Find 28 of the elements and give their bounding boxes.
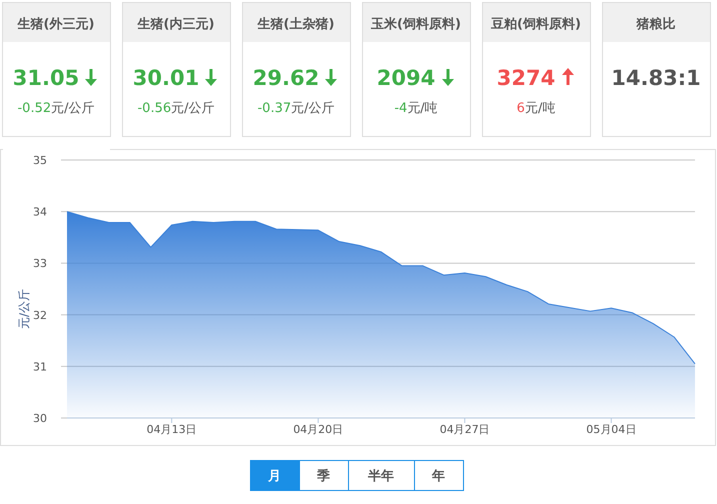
x-tick-label: 04月27日 (440, 423, 490, 436)
text: 14.83:1 (611, 66, 701, 90)
category-label: 生猪(外三元) (16, 17, 94, 32)
text: -4元/吨 (394, 101, 438, 116)
text: 30.01 (132, 66, 200, 90)
category-label: 玉米(饲料原料) (370, 17, 461, 32)
category-label: 生猪(土杂猪) (256, 17, 334, 32)
y-tick-label: 35 (33, 154, 47, 167)
y-tick-label: 32 (33, 308, 47, 322)
text: 2094 (376, 66, 436, 90)
x-tick-label: 04月13日 (146, 423, 197, 436)
x-tick-label: 05月04日 (586, 423, 636, 436)
y-axis-title: 元/公斤 (17, 288, 31, 330)
category-label: 豆粕(饲料原料) (490, 17, 581, 32)
text: 29.62 (252, 66, 320, 90)
text: 31.05 (12, 66, 80, 90)
y-tick-label: 30 (33, 412, 47, 425)
y-tick-label: 31 (33, 360, 47, 374)
category-label: 生猪(内三元) (136, 17, 214, 32)
x-tick-label: 04月20日 (293, 423, 344, 436)
category-label: 猪粮比 (636, 16, 676, 32)
text: -0.56元/公斤 (137, 101, 215, 116)
text: 3274 (496, 66, 556, 90)
text: -0.37元/公斤 (257, 101, 335, 116)
text: -0.52元/公斤 (17, 101, 95, 116)
y-tick-label: 33 (33, 257, 47, 270)
y-tick-label: 34 (33, 206, 47, 219)
text: 6元/吨 (516, 101, 556, 116)
